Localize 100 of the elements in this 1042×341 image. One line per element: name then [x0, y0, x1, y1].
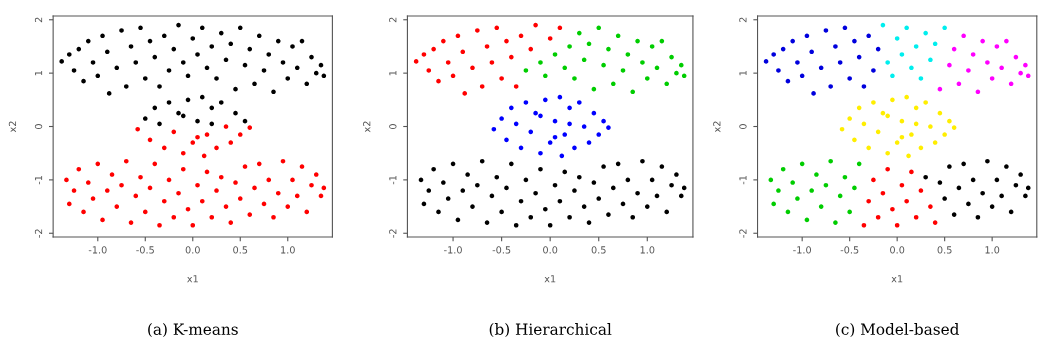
point: [635, 190, 640, 196]
point: [630, 214, 636, 220]
point: [572, 188, 577, 193]
point: [847, 209, 852, 215]
point: [894, 140, 900, 145]
point: [581, 204, 587, 209]
point: [923, 100, 928, 105]
point: [462, 91, 468, 96]
point: [533, 110, 538, 116]
point: [989, 76, 995, 81]
y-tick-label: 0: [739, 124, 747, 129]
point: [644, 76, 650, 81]
point: [620, 68, 626, 73]
point: [913, 44, 919, 49]
point: [538, 113, 543, 119]
point: [804, 217, 810, 223]
point: [828, 84, 833, 89]
point: [985, 60, 990, 65]
point: [674, 172, 679, 177]
point: [635, 38, 640, 44]
x-axis-title: x1: [544, 275, 556, 283]
point: [951, 212, 957, 217]
point: [980, 190, 985, 196]
point: [475, 28, 480, 33]
point: [956, 185, 962, 191]
x-tick-label: 1.0: [985, 246, 1000, 254]
point: [918, 188, 924, 193]
point: [923, 174, 928, 180]
point: [947, 164, 952, 169]
point: [871, 177, 876, 183]
point: [567, 121, 572, 127]
point: [932, 220, 938, 225]
point: [866, 198, 871, 204]
point: [470, 204, 475, 209]
point: [890, 97, 895, 103]
point: [523, 68, 529, 73]
point: [509, 54, 514, 60]
point: [669, 54, 674, 60]
x-tick-label: -0.5: [136, 246, 154, 254]
point: [596, 25, 602, 31]
point: [538, 150, 543, 156]
point: [518, 145, 524, 151]
point: [852, 137, 857, 143]
point: [620, 201, 626, 207]
point: [674, 70, 679, 76]
y-tick-label: 1: [389, 70, 397, 76]
point: [489, 193, 495, 199]
point: [445, 196, 451, 201]
point: [591, 180, 597, 185]
point: [606, 46, 611, 52]
point: [871, 100, 876, 105]
point: [460, 188, 466, 193]
x-tick-label: 0.0: [543, 246, 558, 254]
y-tick-label: 2: [389, 17, 397, 23]
point: [567, 105, 572, 111]
point: [818, 204, 824, 209]
x-tick-label: 1.0: [640, 246, 655, 254]
point: [837, 60, 843, 65]
point: [866, 33, 871, 39]
point: [601, 62, 606, 68]
point: [928, 204, 933, 209]
point: [445, 60, 451, 65]
point: [999, 193, 1004, 199]
point: [994, 177, 1000, 183]
point: [479, 84, 485, 89]
point: [1023, 193, 1028, 199]
point: [436, 209, 441, 215]
point: [577, 100, 582, 105]
text: (a) K-means: [148, 323, 238, 338]
x-tick-label: 0.5: [233, 246, 248, 254]
point: [894, 36, 900, 41]
point: [421, 201, 427, 207]
point: [513, 84, 519, 89]
point: [776, 68, 781, 73]
point: [509, 105, 514, 111]
point: [918, 76, 924, 81]
y-tick-label: -2: [389, 229, 397, 238]
point: [572, 145, 577, 151]
point: [871, 68, 876, 73]
point: [455, 217, 461, 223]
point: [828, 158, 833, 164]
point: [562, 65, 568, 71]
x-tick-label: 0.5: [591, 246, 606, 254]
text: (b) Hierarchical: [489, 323, 612, 338]
point: [547, 36, 553, 41]
point: [904, 198, 909, 204]
point: [644, 204, 650, 209]
point: [1013, 54, 1019, 60]
point: [776, 188, 781, 193]
y-axis-title: x2: [363, 121, 371, 133]
point: [654, 65, 660, 71]
point: [426, 188, 432, 193]
point: [909, 65, 914, 71]
point: [625, 52, 631, 57]
point: [431, 46, 436, 52]
point: [523, 100, 529, 105]
point: [431, 166, 436, 172]
point: [1008, 209, 1014, 215]
point: [809, 188, 814, 193]
point: [552, 118, 558, 124]
